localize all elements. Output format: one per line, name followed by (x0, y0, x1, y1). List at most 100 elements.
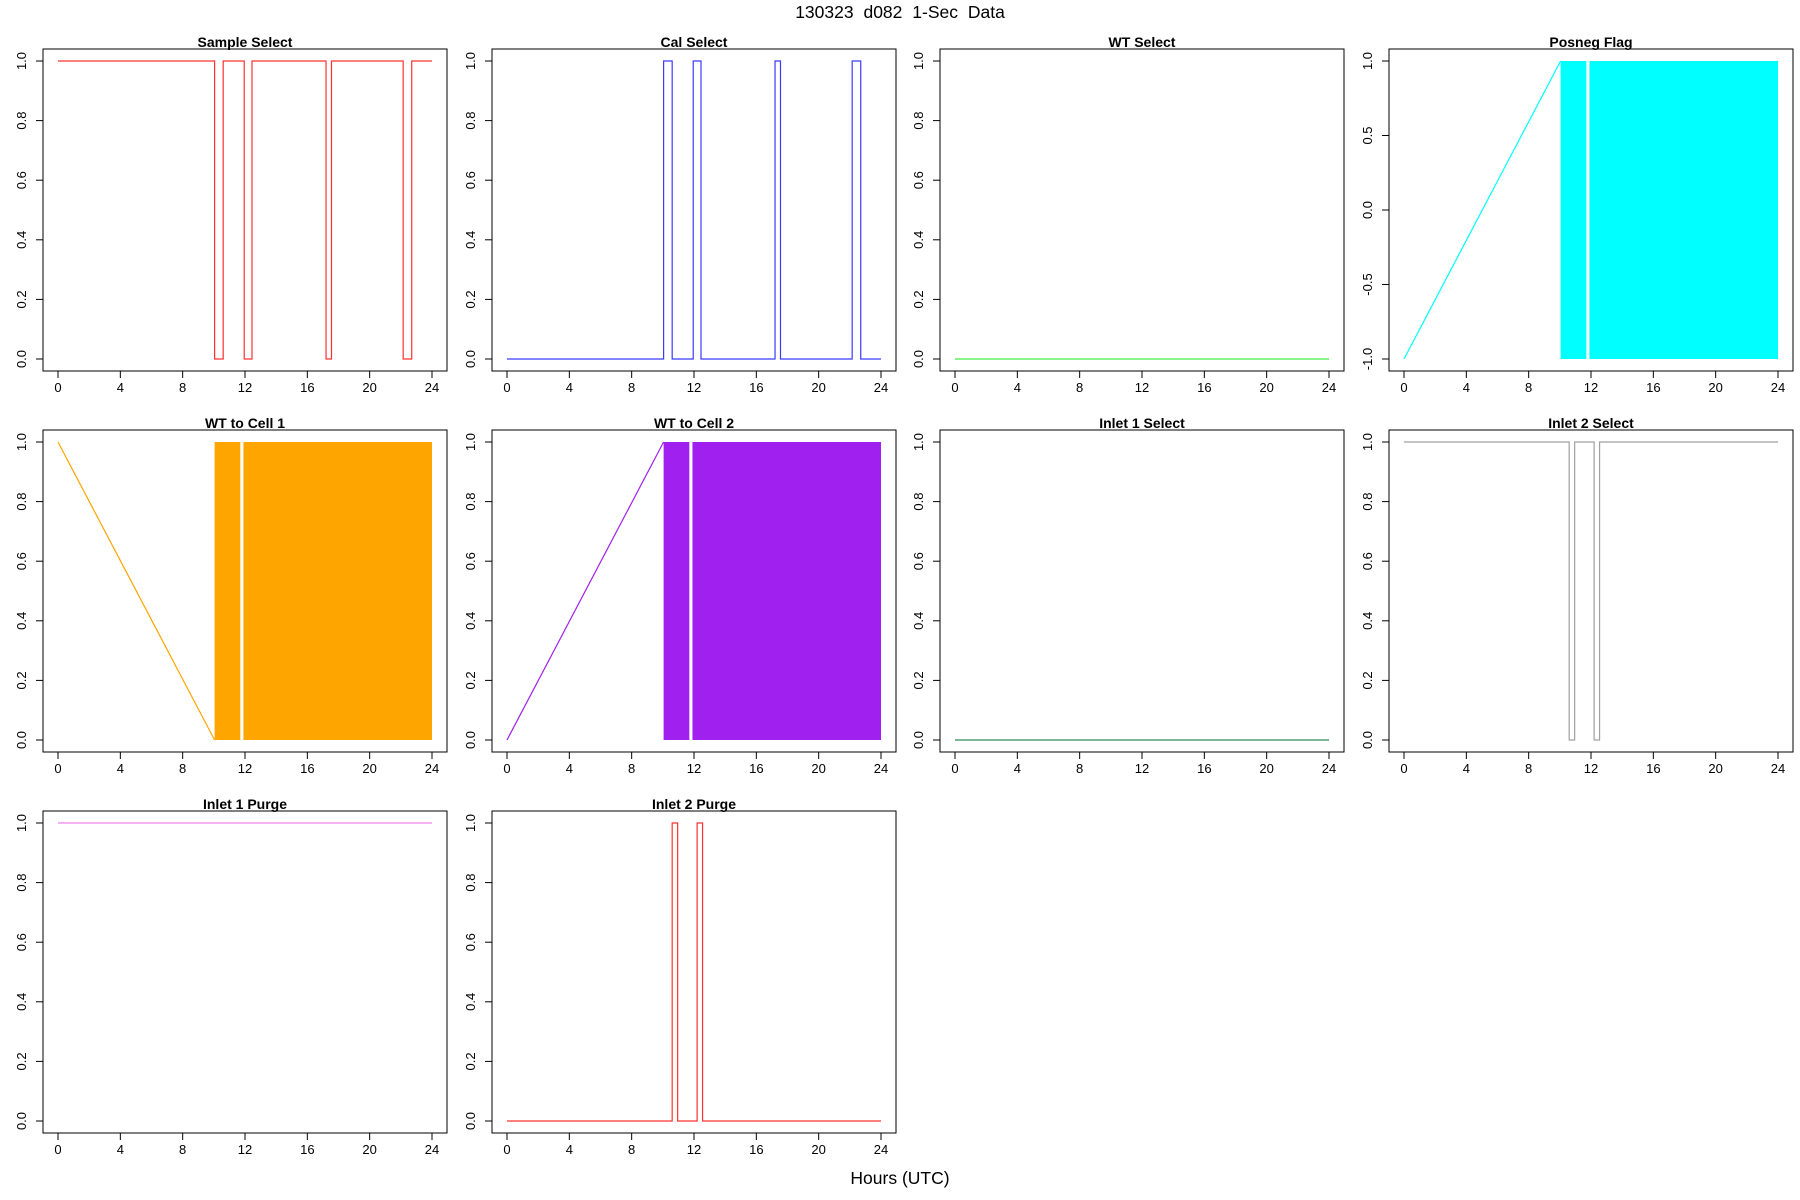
plot-frame (1388, 429, 1794, 753)
y-tick-label: 0.5 (1360, 126, 1375, 144)
x-tick-label: 20 (811, 761, 825, 776)
chart-panel: WT Select 0 4 8 12 16 20 24 0.0 0.2 0.4 0.6 0.8 1.0 (911, 34, 1345, 395)
y-tick-label: 0.4 (463, 612, 478, 630)
y-tick-label: 0.0 (911, 731, 926, 749)
y-tick-label: 0.8 (14, 874, 29, 892)
y-tick-label: 0.0 (14, 350, 29, 368)
x-tick-label: 24 (425, 380, 439, 395)
y-tick-label: 0.2 (463, 1052, 478, 1070)
panel-title: Cal Select (661, 34, 728, 50)
x-tick-label: 12 (687, 1142, 701, 1157)
y-tick-label: 0.2 (911, 671, 926, 689)
y-tick-label: 0.6 (14, 933, 29, 951)
x-tick-label: 4 (1014, 761, 1021, 776)
x-tick-label: 20 (362, 1142, 376, 1157)
x-tick-label: 0 (1400, 761, 1407, 776)
x-tick-label: 0 (951, 380, 958, 395)
x-tick-label: 4 (566, 380, 573, 395)
x-tick-label: 16 (1197, 761, 1211, 776)
y-tick-label: 0.8 (1360, 493, 1375, 511)
y-tick-label: 0.6 (14, 171, 29, 189)
chart-panel: Inlet 2 Purge 0 4 8 12 16 20 24 0.0 0.2 0.4 0.6 0.8 1… (463, 796, 897, 1157)
y-tick-label: 1.0 (911, 433, 926, 451)
panel-title: Inlet 2 Select (1548, 415, 1634, 431)
y-tick-label: 0.0 (911, 350, 926, 368)
x-tick-label: 24 (1771, 761, 1785, 776)
plot-frame (939, 48, 1345, 372)
y-tick-label: 0.4 (14, 612, 29, 630)
panel-title: Posneg Flag (1549, 34, 1632, 50)
y-tick-label: 0.8 (14, 493, 29, 511)
x-tick-label: 0 (951, 761, 958, 776)
x-tick-label: 4 (117, 761, 124, 776)
y-tick-label: 1.0 (463, 433, 478, 451)
x-tick-label: 0 (54, 1142, 61, 1157)
y-tick-label: 0.0 (463, 1112, 478, 1130)
series-line (507, 60, 881, 360)
x-tick-label: 20 (1259, 761, 1273, 776)
x-tick-label: 24 (425, 761, 439, 776)
page-title: 130323 d082 1-Sec Data (795, 2, 1005, 22)
x-tick-label: 8 (1076, 380, 1083, 395)
x-tick-label: 16 (1646, 380, 1660, 395)
x-tick-label: 8 (179, 380, 186, 395)
y-tick-label: 0.6 (463, 552, 478, 570)
x-tick-label: 20 (1259, 380, 1273, 395)
x-tick-label: 16 (749, 1142, 763, 1157)
y-tick-label: 0.0 (463, 731, 478, 749)
y-tick-label: 0.8 (911, 493, 926, 511)
x-tick-label: 12 (1584, 380, 1598, 395)
x-tick-label: 8 (628, 1142, 635, 1157)
x-tick-label: 24 (425, 1142, 439, 1157)
x-tick-label: 8 (1525, 761, 1532, 776)
x-tick-label: 4 (1014, 380, 1021, 395)
x-tick-label: 24 (874, 1142, 888, 1157)
y-tick-label: 0.8 (463, 112, 478, 130)
panel-title: WT Select (1109, 34, 1176, 50)
data-band (663, 442, 690, 740)
plot-frame (491, 48, 897, 372)
x-tick-label: 4 (117, 1142, 124, 1157)
x-tick-label: 12 (238, 761, 252, 776)
x-tick-label: 12 (1135, 761, 1149, 776)
panel-title: Inlet 1 Select (1099, 415, 1185, 431)
plot-frame (491, 810, 897, 1134)
x-tick-label: 8 (1076, 761, 1083, 776)
x-tick-label: 20 (1708, 761, 1722, 776)
y-tick-label: 1.0 (14, 52, 29, 70)
y-tick-label: 0.8 (14, 112, 29, 130)
x-tick-label: 20 (811, 380, 825, 395)
panel-title: Inlet 2 Purge (652, 796, 736, 812)
y-tick-label: 0.6 (1360, 552, 1375, 570)
chart-panel: WT to Cell 2 0 4 8 12 16 20 24 0.0 0.2 0.4 0.6 0.8 1.… (463, 415, 897, 776)
x-tick-label: 16 (300, 380, 314, 395)
series-line (506, 441, 665, 741)
y-tick-label: 0.8 (911, 112, 926, 130)
y-tick-label: 0.0 (14, 731, 29, 749)
panel-title: WT to Cell 2 (654, 415, 734, 431)
y-tick-label: 0.4 (14, 993, 29, 1011)
y-tick-label: 0.4 (911, 612, 926, 630)
y-tick-label: 0.8 (463, 493, 478, 511)
x-tick-label: 0 (54, 380, 61, 395)
chart-panel: Posneg Flag 0 4 8 12 16 20 24 -1.0 -0.5 0.0 0.5 1.0 (1360, 34, 1794, 395)
x-tick-label: 16 (1646, 761, 1660, 776)
x-tick-label: 20 (362, 380, 376, 395)
panel-title: WT to Cell 1 (205, 415, 285, 431)
x-tick-label: 12 (238, 1142, 252, 1157)
y-tick-label: 0.6 (911, 171, 926, 189)
chart-panel: Sample Select 0 4 8 12 16 20 24 0.0 0.2 0.4 0.6 0.8 1… (14, 34, 448, 395)
series-line (507, 822, 881, 1122)
y-tick-label: 0.2 (1360, 671, 1375, 689)
x-tick-label: 8 (179, 761, 186, 776)
x-tick-label: 8 (628, 761, 635, 776)
data-band (1560, 61, 1587, 359)
x-tick-label: 8 (1525, 380, 1532, 395)
y-tick-label: 0.4 (911, 231, 926, 249)
x-tick-label: 24 (874, 761, 888, 776)
y-tick-label: 1.0 (1360, 433, 1375, 451)
y-tick-label: 1.0 (463, 814, 478, 832)
series-line (1404, 441, 1778, 741)
y-tick-label: 0.4 (14, 231, 29, 249)
x-tick-label: 24 (1322, 761, 1336, 776)
